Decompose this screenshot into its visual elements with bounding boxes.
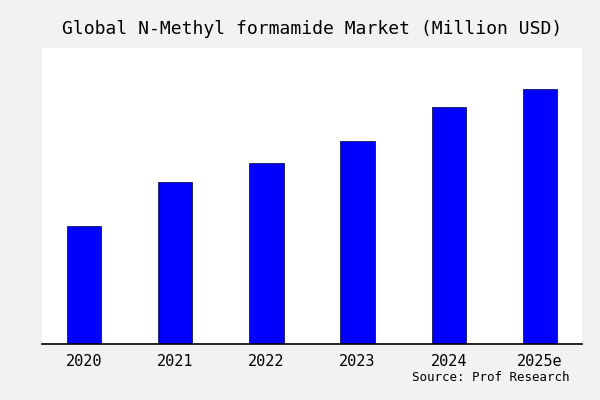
Bar	[340, 142, 375, 344]
Bar	[523, 88, 557, 344]
Bar	[431, 107, 466, 344]
Bar	[158, 182, 193, 344]
Bar	[249, 163, 284, 344]
Bar	[67, 226, 101, 344]
Text: Source: Prof Research: Source: Prof Research	[413, 371, 570, 384]
Title: Global N-Methyl formamide Market (Million USD): Global N-Methyl formamide Market (Millio…	[62, 20, 562, 38]
